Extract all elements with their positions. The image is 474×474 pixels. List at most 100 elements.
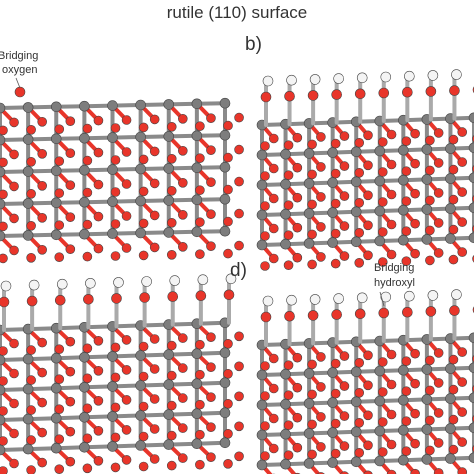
- oxygen-atom: [410, 438, 420, 449]
- oxygen-atom: [82, 219, 93, 230]
- oxygen-atom: [425, 195, 435, 206]
- titanium-atom: [303, 428, 315, 439]
- oxygen-atom: [268, 193, 279, 204]
- oxygen-atom: [54, 124, 65, 134]
- oxygen-atom: [37, 181, 47, 191]
- oxygen-atom: [284, 310, 295, 322]
- oxygen-atom: [292, 382, 303, 393]
- oxygen-atom: [26, 189, 36, 199]
- titanium-atom: [374, 455, 386, 467]
- oxygen-atom: [234, 144, 244, 155]
- pointer: [15, 77, 21, 89]
- hydrogen-atom: [169, 275, 181, 286]
- oxygen-atom: [223, 216, 233, 227]
- titanium-atom: [421, 144, 433, 155]
- titanium-atom: [398, 204, 409, 216]
- oxygen-atom: [26, 405, 36, 415]
- oxygen-atom: [292, 162, 303, 173]
- oxygen-atom: [206, 113, 216, 123]
- titanium-atom: [445, 453, 456, 464]
- oxygen-atom: [0, 157, 8, 168]
- titanium-atom: [350, 396, 362, 408]
- titanium-atom: [374, 145, 386, 157]
- oxygen-atom: [0, 253, 8, 264]
- oxygen-atom: [268, 383, 279, 394]
- oxygen-atom: [65, 116, 76, 126]
- oxygen-atom: [166, 250, 177, 260]
- titanium-atom: [468, 422, 474, 434]
- oxygen-atom: [121, 211, 132, 221]
- oxygen-atom: [401, 356, 412, 367]
- titanium-atom: [327, 367, 338, 378]
- oxygen-atom: [339, 221, 350, 231]
- oxygen-atom: [284, 90, 295, 102]
- oxygen-atom: [339, 441, 350, 451]
- titanium-atom: [107, 132, 118, 143]
- oxygen-atom: [316, 442, 326, 452]
- oxygen-atom: [354, 308, 366, 320]
- oxygen-atom: [195, 459, 205, 470]
- oxygen-atom: [260, 231, 270, 241]
- oxygen-atom: [386, 409, 397, 420]
- titanium-atom: [398, 234, 409, 246]
- titanium-atom: [374, 175, 386, 187]
- oxygen-atom: [457, 377, 468, 387]
- oxygen-atom: [166, 154, 177, 164]
- oxygen-atom: [377, 137, 388, 147]
- hydrogen-atom: [141, 276, 152, 287]
- oxygen-atom: [83, 293, 94, 305]
- oxygen-atom: [9, 458, 19, 469]
- oxygen-atom: [292, 192, 303, 203]
- oxygen-atom: [234, 391, 244, 402]
- oxygen-atom: [425, 225, 435, 236]
- oxygen-atom: [433, 158, 444, 168]
- oxygen-atom: [110, 219, 121, 229]
- hydrogen-atom: [225, 273, 237, 285]
- oxygen-atom: [268, 413, 279, 424]
- oxygen-atom: [433, 438, 444, 448]
- oxygen-atom: [330, 258, 341, 269]
- hydrogen-atom: [380, 71, 392, 83]
- oxygen-atom: [93, 365, 104, 376]
- oxygen-atom: [206, 332, 216, 343]
- oxygen-atom: [37, 245, 47, 255]
- oxygen-atom: [0, 376, 8, 386]
- titanium-atom: [350, 236, 362, 248]
- oxygen-atom: [457, 437, 468, 447]
- oxygen-atom: [149, 394, 160, 404]
- titanium-atom: [303, 148, 315, 159]
- oxygen-atom: [206, 209, 216, 219]
- oxygen-atom: [9, 213, 19, 224]
- oxygen-atom: [425, 355, 435, 366]
- oxygen-atom: [363, 220, 373, 231]
- titanium-atom: [163, 195, 175, 206]
- annotation: Bridging: [374, 262, 414, 274]
- titanium-atom: [445, 143, 456, 154]
- oxygen-atom: [110, 462, 121, 473]
- titanium-atom: [468, 112, 474, 124]
- oxygen-atom: [14, 86, 26, 98]
- hydrogen-atom: [451, 289, 462, 300]
- oxygen-atom: [363, 380, 373, 391]
- oxygen-atom: [93, 179, 104, 190]
- titanium-atom: [350, 456, 362, 468]
- oxygen-atom: [386, 349, 397, 360]
- oxygen-atom: [0, 406, 8, 416]
- annotation: hydroxyl: [374, 277, 415, 289]
- titanium-atom: [256, 459, 268, 471]
- oxygen-atom: [377, 167, 388, 177]
- titanium-atom: [468, 332, 474, 344]
- oxygen-atom: [401, 136, 412, 146]
- titanium-atom: [421, 424, 433, 435]
- oxygen-atom: [331, 89, 342, 100]
- titanium-atom: [398, 144, 409, 156]
- oxygen-atom: [234, 421, 244, 432]
- titanium-atom: [398, 394, 409, 406]
- titanium-atom: [219, 437, 231, 449]
- titanium-atom: [22, 413, 34, 425]
- oxygen-atom: [363, 410, 373, 421]
- titanium-atom: [22, 102, 34, 113]
- hydrogen-atom: [0, 280, 12, 292]
- titanium-atom: [191, 378, 203, 390]
- oxygen-atom: [448, 164, 459, 175]
